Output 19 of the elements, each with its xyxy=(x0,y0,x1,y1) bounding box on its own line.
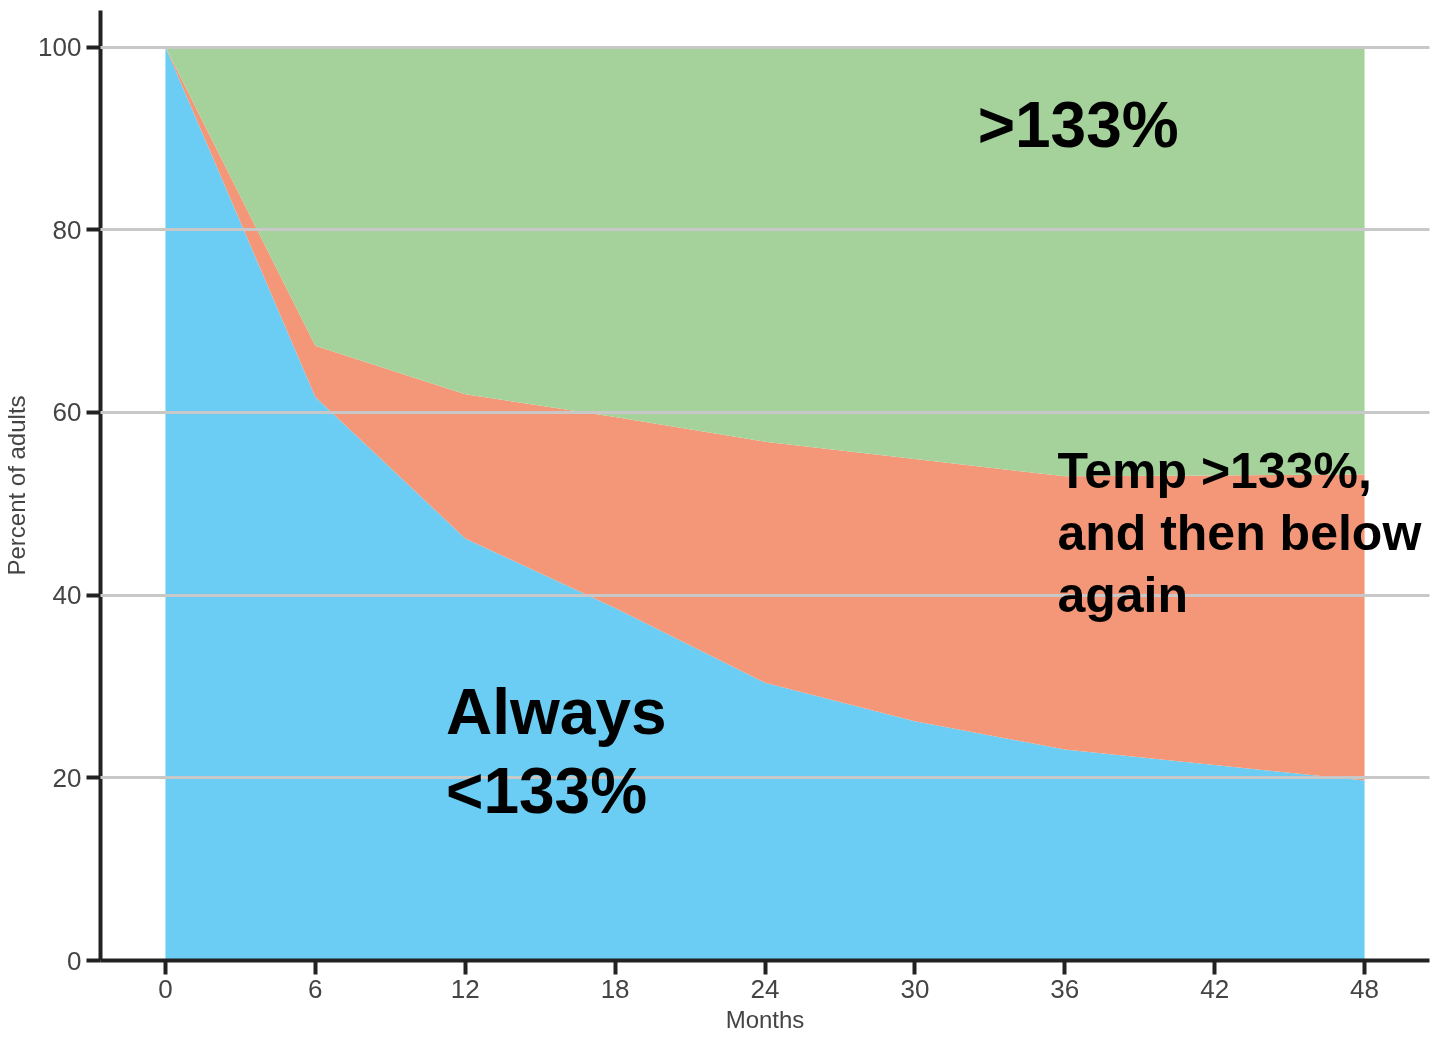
x-tick-label: 30 xyxy=(900,973,930,1004)
y-tick-label: 80 xyxy=(52,214,82,245)
x-tick-label: 36 xyxy=(1050,973,1080,1004)
y-tick-label: 100 xyxy=(38,32,82,63)
y-axis-title: Percent of adults xyxy=(3,395,31,576)
annotation: >133% xyxy=(977,88,1179,161)
x-axis-title: Months xyxy=(725,1005,805,1033)
x-tick-label: 12 xyxy=(450,973,480,1004)
y-tick-label: 60 xyxy=(52,397,82,428)
x-tick-label: 42 xyxy=(1200,973,1230,1004)
x-tick-label: 0 xyxy=(158,973,173,1004)
x-tick-label: 18 xyxy=(600,973,630,1004)
y-tick-label: 20 xyxy=(52,762,82,793)
annotation: Always <133% xyxy=(446,675,667,828)
x-tick-label: 6 xyxy=(308,973,323,1004)
x-tick-label: 24 xyxy=(750,973,780,1004)
y-tick-label: 40 xyxy=(52,580,82,611)
y-tick-label: 0 xyxy=(67,945,82,976)
x-tick-label: 48 xyxy=(1350,973,1380,1004)
